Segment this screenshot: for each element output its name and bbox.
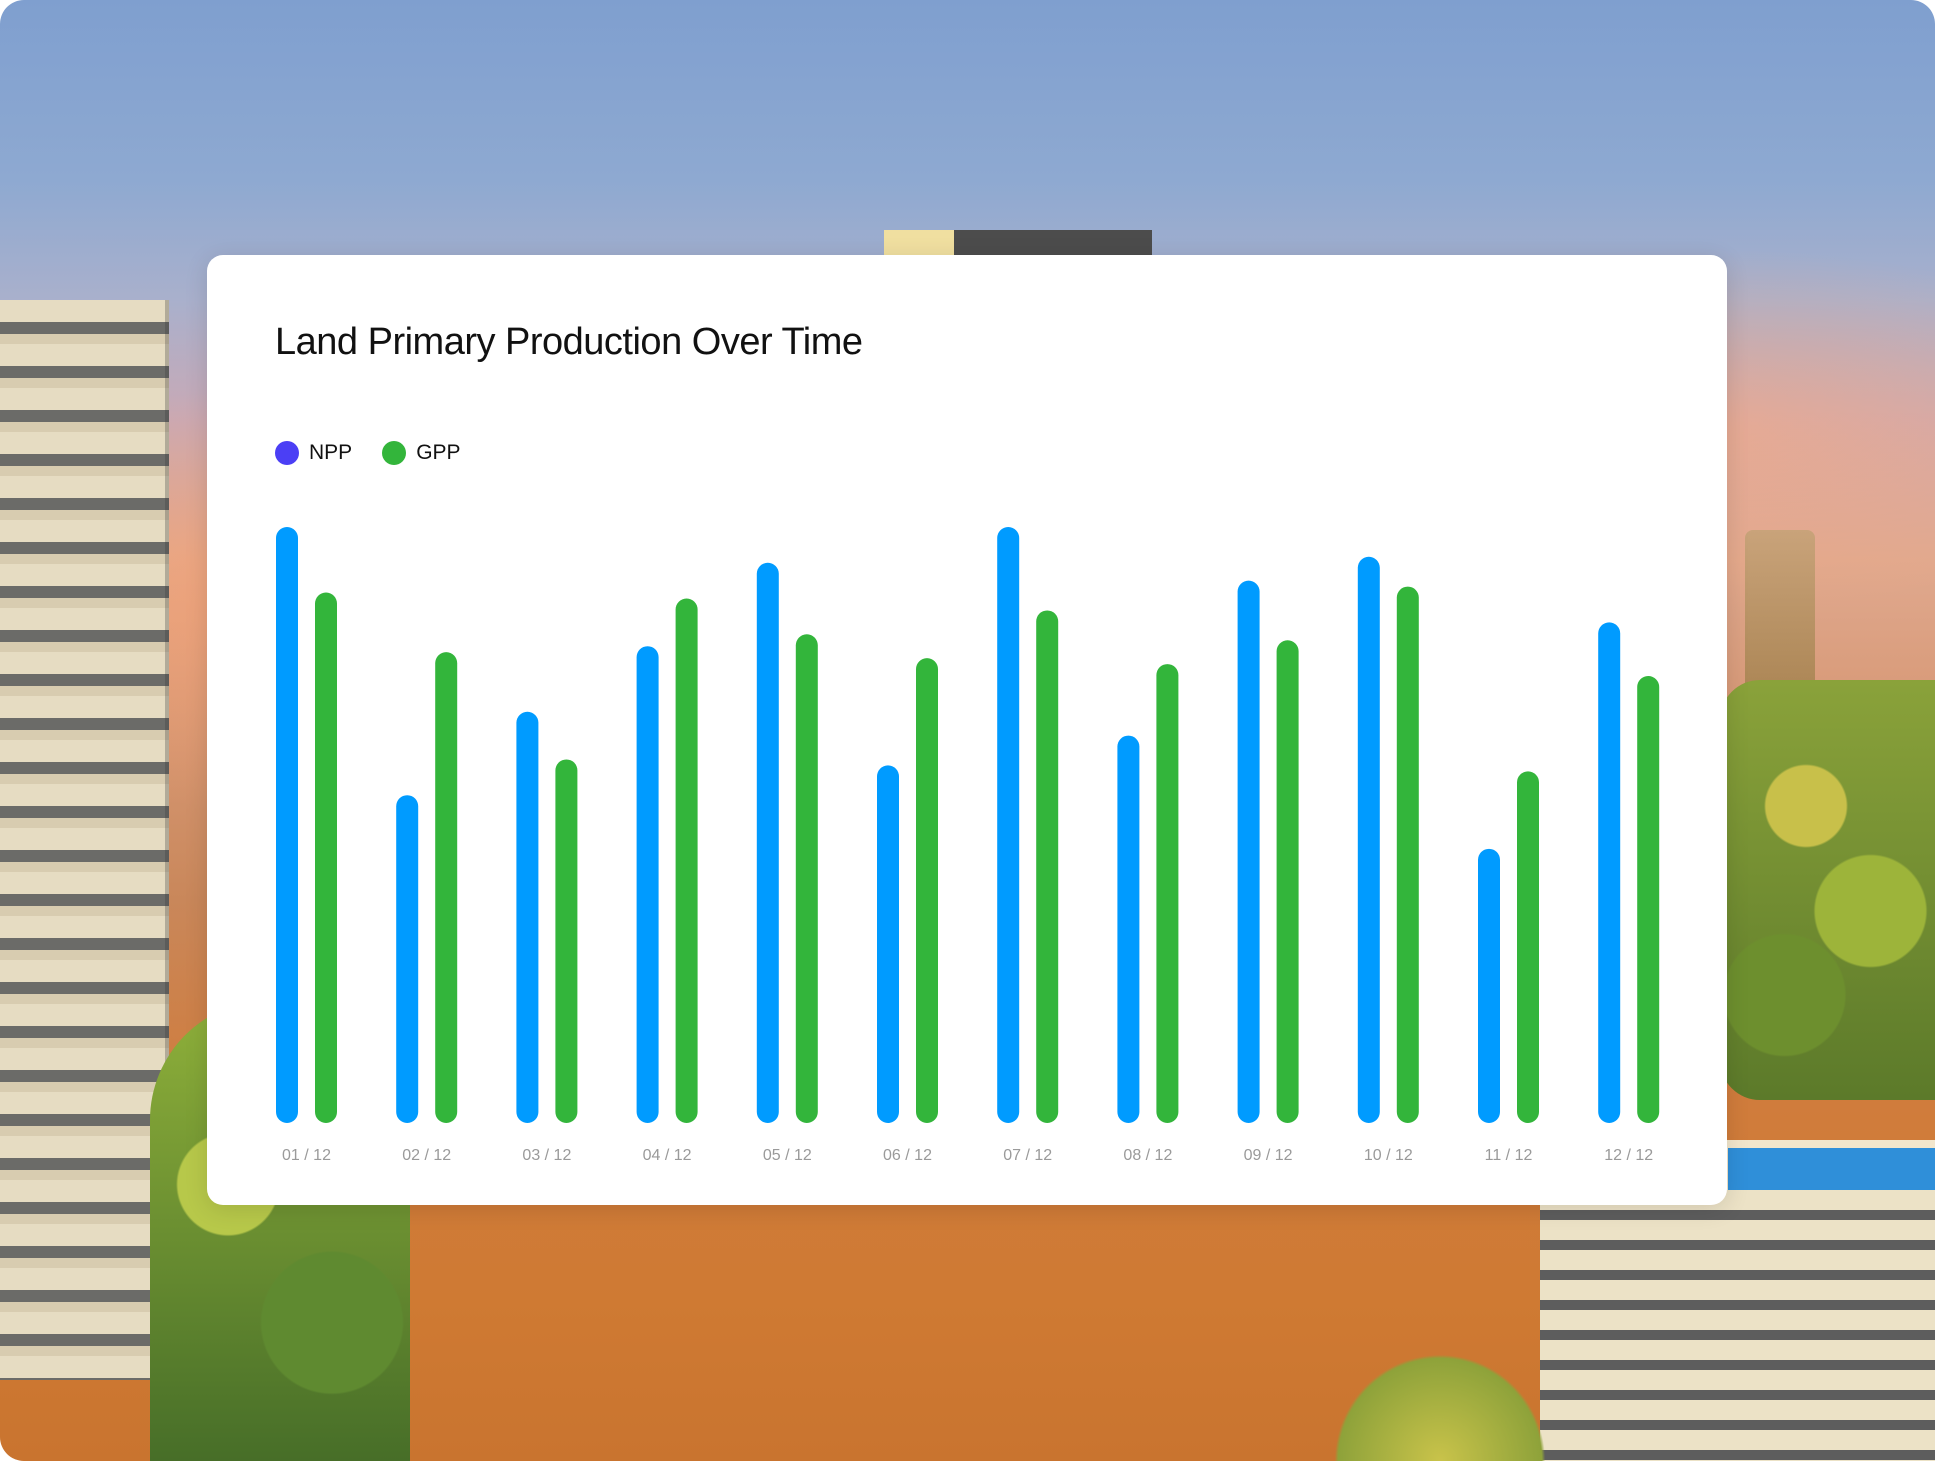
bar-npp-3[interactable] [516,711,539,1123]
bar-gpp-5[interactable] [795,634,818,1123]
bar-gpp-2[interactable] [435,652,458,1123]
bar-npp-5[interactable] [756,562,779,1123]
bar-chart-plot: 01 / 12 02 / 12 03 / 12 04 / 12 05 / 12 06 / … [276,527,1660,1164]
legend-swatch-gpp [382,441,407,465]
legend-item-npp[interactable]: NPP [275,441,352,465]
bar-npp-9[interactable] [1237,580,1260,1123]
bar-gpp-6[interactable] [916,658,938,1123]
background-foliage-bottom [1320,1340,1560,1461]
x-tick-label: 01 / 12 [282,1147,331,1164]
chart-title: Land Primary Production Over Time [275,321,863,363]
background-building-right [1540,1190,1935,1461]
legend-label-gpp: GPP [416,441,461,464]
chart-legend: NPP GPP [275,441,461,465]
x-tick-label: 03 / 12 [522,1147,571,1164]
x-tick-label: 10 / 12 [1364,1147,1413,1164]
bar-npp-6[interactable] [877,765,899,1123]
bar-gpp-10[interactable] [1396,586,1419,1123]
bar-npp-4[interactable] [636,646,659,1123]
bar-npp-10[interactable] [1357,556,1380,1123]
bar-gpp-12[interactable] [1637,676,1660,1123]
bar-npp-2[interactable] [396,795,419,1123]
x-tick-label: 09 / 12 [1244,1147,1293,1164]
bar-npp-8[interactable] [1117,735,1140,1123]
bar-gpp-1[interactable] [315,592,337,1123]
bar-gpp-9[interactable] [1276,640,1299,1123]
bar-npp-11[interactable] [1478,848,1500,1123]
legend-item-gpp[interactable]: GPP [382,441,461,465]
bar-npp-1[interactable] [276,527,298,1123]
bar-gpp-4[interactable] [675,598,698,1123]
x-tick-label: 12 / 12 [1604,1147,1653,1164]
bar-npp-7[interactable] [997,527,1020,1123]
x-tick-label: 11 / 12 [1485,1147,1533,1164]
bar-gpp-8[interactable] [1156,664,1179,1123]
legend-label-npp: NPP [309,441,353,464]
background-foliage-right [1720,680,1935,1100]
background-building-left [0,300,169,1380]
bar-npp-12[interactable] [1598,622,1621,1123]
bar-gpp-11[interactable] [1517,771,1539,1123]
x-tick-label: 02 / 12 [402,1147,451,1164]
bar-gpp-7[interactable] [1036,610,1059,1123]
x-tick-label: 05 / 12 [763,1147,812,1164]
x-tick-label: 07 / 12 [1003,1147,1052,1164]
legend-swatch-npp [275,441,299,465]
x-tick-label: 08 / 12 [1123,1147,1172,1164]
chart-card: Land Primary Production Over Time NPP GP… [207,255,1727,1205]
x-tick-label: 04 / 12 [643,1147,692,1164]
bar-gpp-3[interactable] [555,759,578,1123]
x-tick-label: 06 / 12 [883,1147,932,1164]
